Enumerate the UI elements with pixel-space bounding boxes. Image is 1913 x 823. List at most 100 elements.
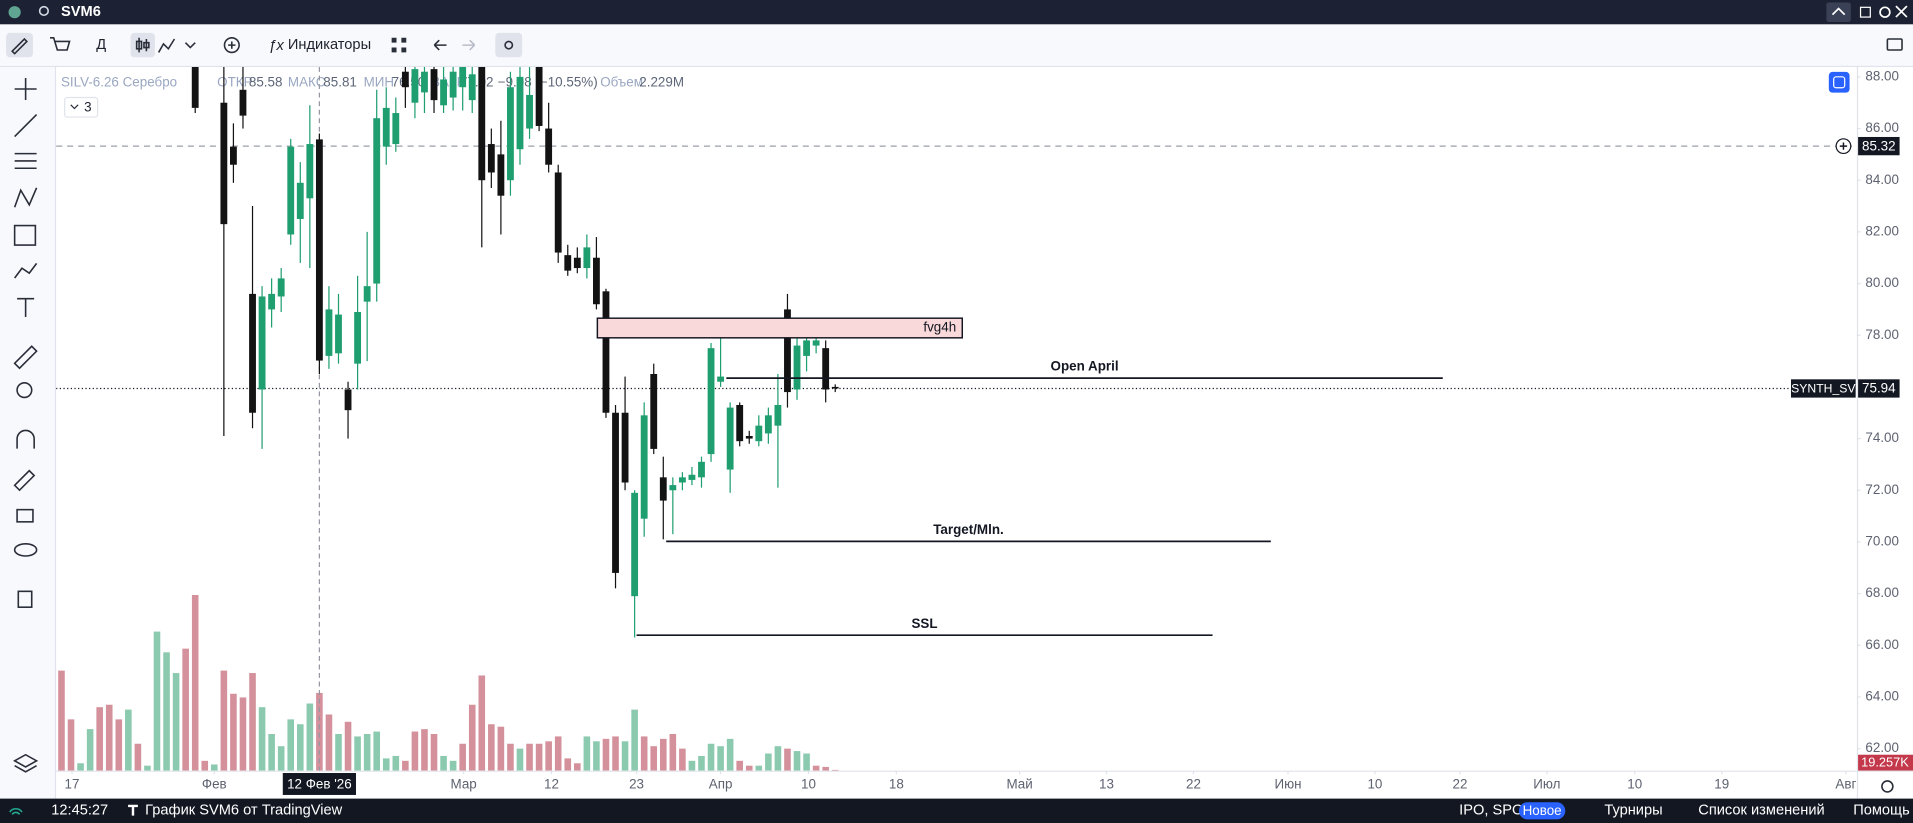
draw-button[interactable] (6, 32, 33, 58)
candle-body (335, 314, 342, 354)
undo-icon[interactable] (433, 39, 447, 51)
layouts-icon[interactable] (391, 37, 407, 53)
pattern-tool[interactable] (13, 187, 38, 208)
candle-body (592, 257, 600, 305)
cross-tool[interactable] (14, 78, 37, 100)
series-tag (1790, 379, 1856, 398)
candle-body (421, 71, 428, 93)
volume-bar (755, 765, 763, 771)
replay-button[interactable] (495, 32, 523, 58)
price-tag-text: 85.32 (1862, 138, 1896, 153)
price-tag (1858, 379, 1900, 398)
legend-volume-name: Объем (600, 74, 643, 89)
volume-bar (335, 733, 342, 771)
magnet-tool[interactable] (16, 429, 35, 449)
y-tick-label: 88.00 (1865, 68, 1899, 83)
candle-body (401, 71, 409, 88)
x-tick-label: Апр (709, 777, 733, 792)
chevron[interactable] (184, 42, 196, 49)
text-tool[interactable] (17, 297, 35, 318)
candle-body (707, 348, 715, 455)
candle-body (392, 113, 400, 145)
x-tick-label: 22 (1453, 777, 1468, 792)
zoom-tool[interactable] (16, 382, 33, 399)
volume-bar (421, 729, 428, 771)
y-tick-label: 82.00 (1865, 223, 1899, 238)
y-tick-label: 62.00 (1865, 740, 1899, 755)
compare-icon[interactable] (223, 37, 240, 54)
collapse-button[interactable] (1826, 2, 1851, 22)
volume-bar (306, 703, 314, 771)
candle-body (640, 415, 648, 519)
ipo-link[interactable]: IPO, SPO (1459, 803, 1523, 819)
x-tick-label: 18 (889, 777, 904, 792)
help-link[interactable]: Помощь (1853, 803, 1910, 819)
volume-bar (105, 704, 113, 771)
volume-bar (239, 697, 247, 771)
volume-bar (258, 707, 266, 771)
candle-body (382, 107, 390, 147)
volume-bar (574, 763, 581, 771)
redo-icon[interactable] (462, 39, 476, 51)
volume-bar (631, 709, 638, 771)
candle-body (344, 389, 352, 411)
volume-bar (172, 673, 180, 771)
volume-bar (67, 719, 75, 771)
y-tick-label: 68.00 (1865, 585, 1899, 600)
volume-bar (134, 743, 142, 771)
line-icon[interactable] (157, 38, 176, 53)
window-icon[interactable] (1859, 6, 1871, 18)
legend-toggle[interactable] (64, 96, 99, 118)
delete-tool[interactable] (17, 590, 33, 608)
y-tick-label: 84.00 (1865, 172, 1899, 187)
projection-tool[interactable] (13, 224, 37, 246)
search-icon[interactable] (38, 5, 49, 17)
fib-tool[interactable] (14, 152, 37, 170)
candle-body (507, 87, 514, 181)
clock: 12:45:27 (51, 803, 108, 819)
volume-bar (688, 760, 696, 771)
brush-tool[interactable] (14, 262, 38, 279)
x-tick-label: Май (1006, 777, 1032, 792)
volume-bar (468, 704, 476, 771)
settings-icon[interactable] (1879, 6, 1891, 18)
ruler-tool[interactable] (13, 345, 38, 370)
close-icon[interactable] (1895, 5, 1908, 18)
candle-body (774, 404, 782, 426)
layers-tool[interactable] (13, 753, 39, 773)
volume-bar (726, 738, 734, 771)
y-tick-label: 70.00 (1865, 533, 1899, 548)
volume-bar (96, 707, 103, 771)
indicators[interactable]: Индикаторы (288, 37, 371, 53)
status-bar (0, 798, 1913, 823)
volume-bar (373, 731, 380, 771)
candle-body (526, 94, 533, 129)
fx-icon: ƒx (268, 38, 284, 54)
chart-type-button[interactable] (130, 32, 155, 58)
candle-body (296, 182, 304, 219)
trend-tool[interactable] (14, 114, 38, 138)
candle-body (487, 144, 495, 173)
volume-bar (325, 714, 333, 771)
symbol[interactable]: SVM6 (61, 4, 101, 20)
interval[interactable]: Д (96, 37, 106, 53)
volume-bar (153, 631, 161, 771)
camera-icon[interactable] (1886, 38, 1903, 51)
connection-icon (9, 808, 23, 815)
axis-settings[interactable] (1881, 780, 1894, 793)
changelog-link[interactable]: Список изменений (1698, 803, 1824, 819)
candle-body (459, 67, 467, 88)
hide-tool[interactable] (13, 542, 38, 557)
candle-body (220, 102, 228, 225)
candle-body (784, 309, 791, 393)
tournaments-link[interactable]: Турниры (1604, 803, 1662, 819)
volume-bar (793, 751, 801, 771)
cart-icon[interactable] (50, 37, 71, 51)
lock-tool[interactable] (16, 508, 34, 523)
volume-bar (497, 726, 505, 771)
volume-bar (822, 766, 829, 771)
object-tree-button[interactable] (1828, 71, 1850, 93)
chart-source[interactable]: График SVM6 от TradingView (145, 803, 342, 819)
stay-draw-tool[interactable] (13, 469, 36, 492)
new-badge-text: Новое (1523, 803, 1562, 818)
